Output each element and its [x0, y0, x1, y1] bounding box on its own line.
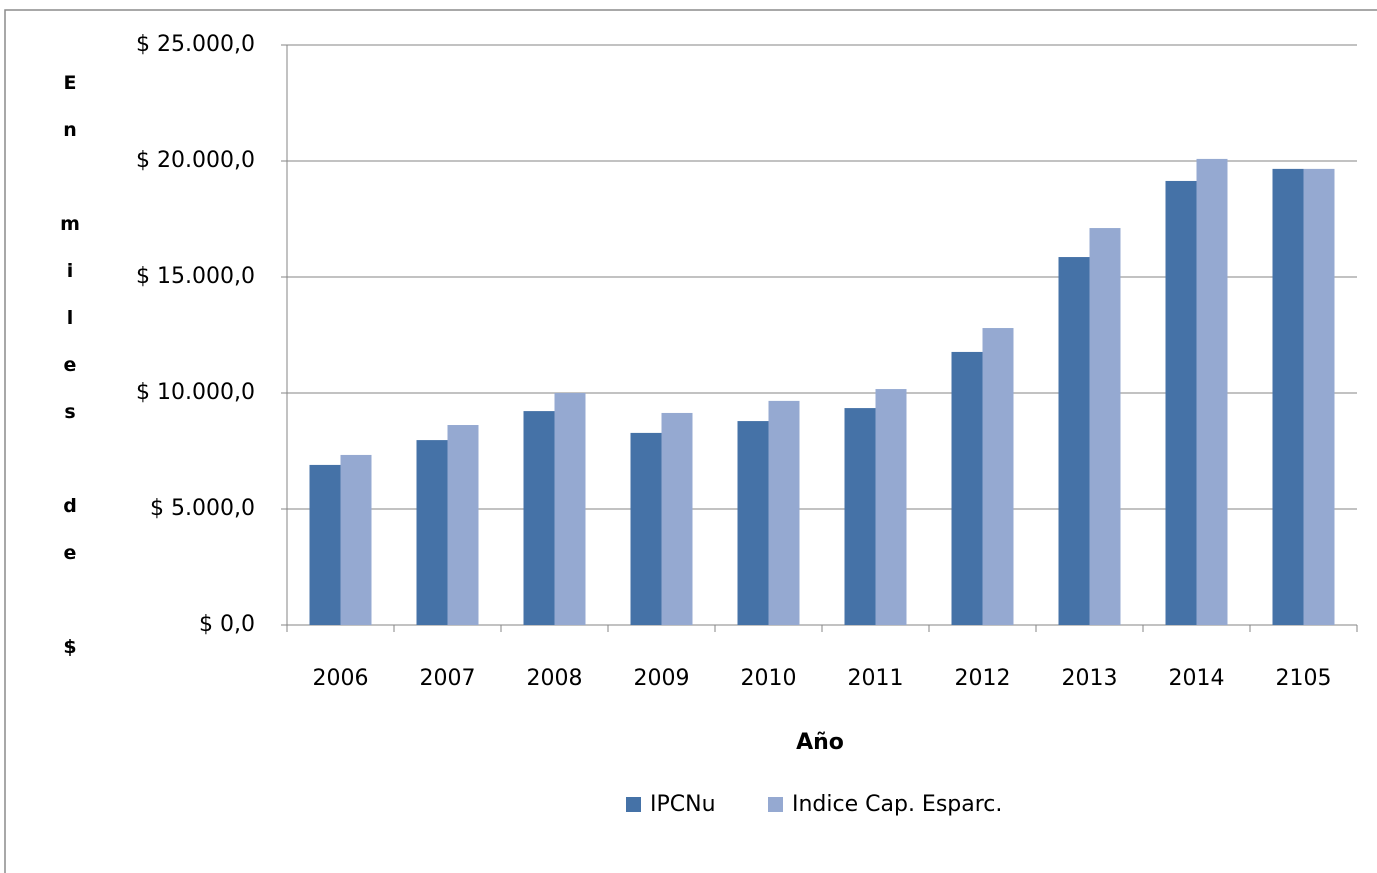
bar: [309, 464, 341, 625]
bar: [1165, 180, 1197, 625]
bar: [737, 421, 769, 625]
y-axis-title: En miles de $: [59, 72, 81, 683]
bar: [1089, 228, 1121, 625]
x-tick-label: 2007: [420, 666, 476, 691]
bar: [661, 412, 693, 625]
y-tick-label: $ 5.000,0: [150, 496, 255, 521]
bar: [447, 425, 479, 625]
bar: [1058, 257, 1090, 625]
x-tick-label: 2014: [1169, 666, 1225, 691]
bar: [416, 440, 448, 625]
y-tick-label: $ 10.000,0: [136, 380, 255, 405]
bar: [523, 411, 555, 625]
x-tick-label: 2009: [634, 666, 690, 691]
y-tick-label: $ 25.000,0: [136, 32, 255, 57]
y-tick-label: $ 15.000,0: [136, 264, 255, 289]
bar: [340, 454, 372, 625]
legend-label: IPCNu: [650, 792, 716, 817]
x-tick-label: 2006: [313, 666, 369, 691]
x-tick-label: 2010: [741, 666, 797, 691]
frame: [4, 9, 1377, 873]
x-tick-label: 2008: [527, 666, 583, 691]
legend-label: Indice Cap. Esparc.: [792, 792, 1002, 817]
y-tick-label: $ 20.000,0: [136, 148, 255, 173]
bar: [875, 389, 907, 625]
x-tick-label: 2011: [848, 666, 904, 691]
legend-swatch: [626, 797, 641, 812]
bar: [982, 328, 1014, 625]
bar: [554, 393, 586, 625]
bar: [951, 351, 983, 625]
x-tick-label: 2013: [1062, 666, 1118, 691]
x-tick-label: 2012: [955, 666, 1011, 691]
legend-swatch: [768, 797, 783, 812]
bar: [1272, 168, 1304, 625]
bar: [768, 400, 800, 625]
bar: [1303, 168, 1335, 625]
x-axis-title: Año: [796, 730, 844, 755]
x-tick-label: 2105: [1276, 666, 1332, 691]
bar: [630, 432, 662, 625]
bar: [844, 408, 876, 625]
bar: [1196, 158, 1228, 626]
y-tick-label: $ 0,0: [199, 612, 255, 637]
